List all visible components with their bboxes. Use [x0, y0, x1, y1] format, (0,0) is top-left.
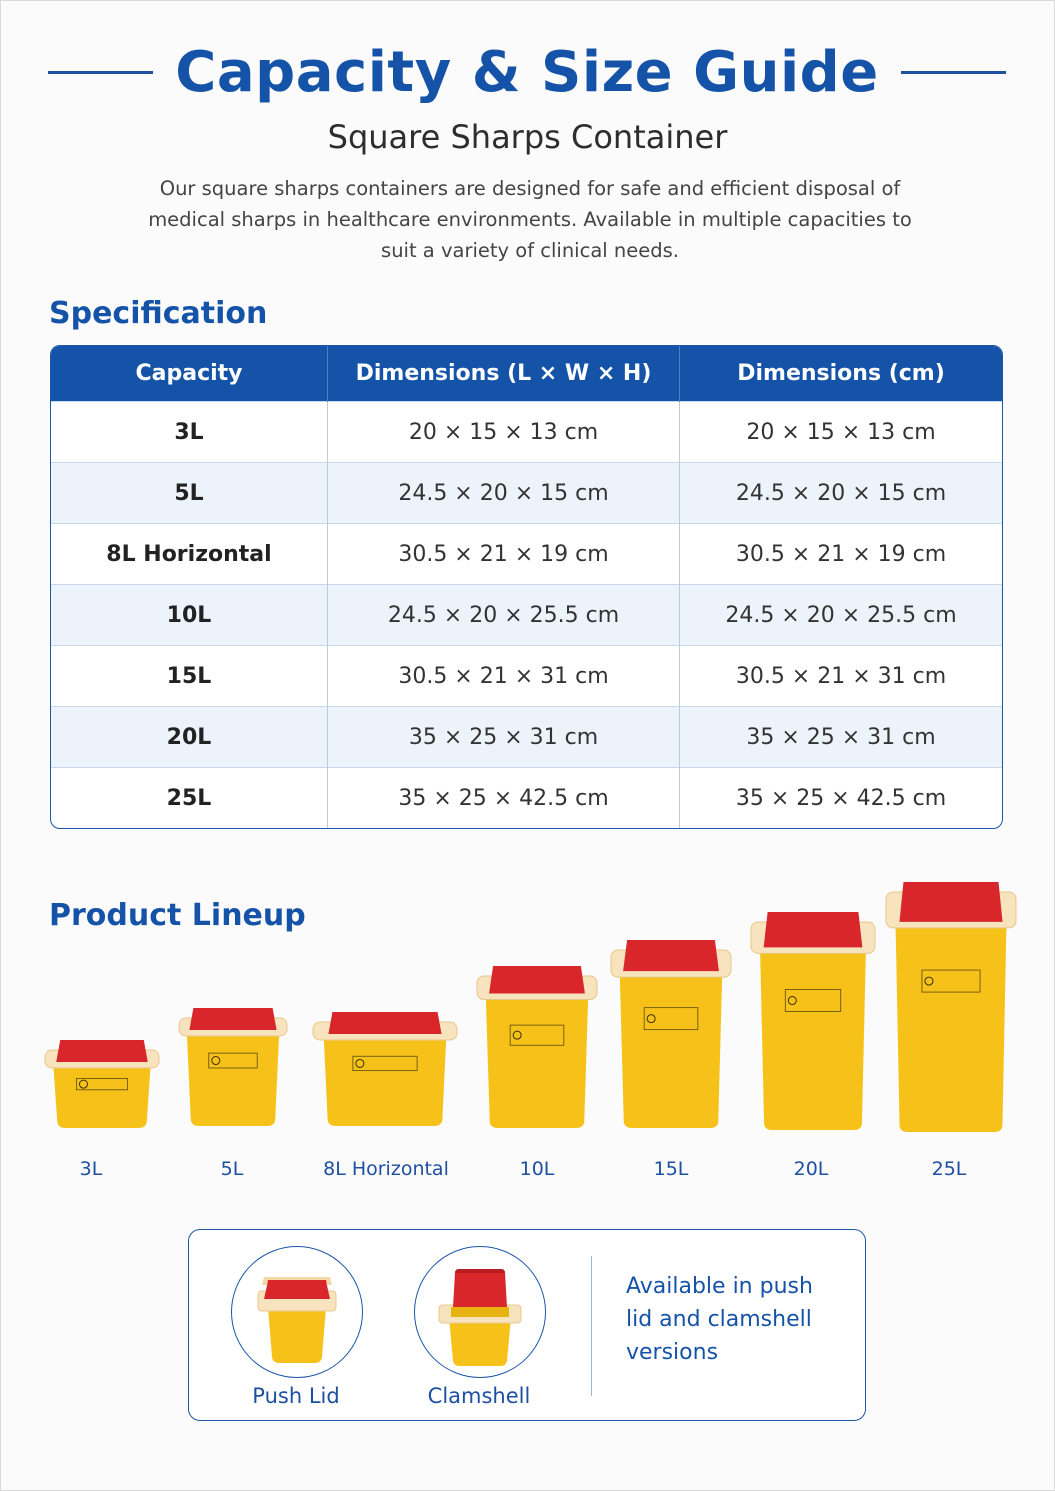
dimensions-lwh-cell: 24.5 × 20 × 15 cm [327, 462, 680, 524]
sharps-container-5l [178, 1008, 288, 1126]
dimensions-cm-cell: 30.5 × 21 × 19 cm [679, 523, 1002, 585]
product-lineup-heading: Product Lineup [49, 898, 306, 933]
table-row: 15L 30.5 × 21 × 31 cm 30.5 × 21 × 31 cm [51, 645, 1002, 707]
options-divider [591, 1256, 592, 1396]
table-row: 20L 35 × 25 × 31 cm 35 × 25 × 31 cm [51, 706, 1002, 768]
biohazard-label-icon [643, 1007, 699, 1031]
dimensions-lwh-cell: 30.5 × 21 × 19 cm [327, 523, 680, 585]
push-lid-container-icon [257, 1277, 337, 1363]
red-lid-icon [623, 940, 719, 972]
dimensions-lwh-cell: 30.5 × 21 × 31 cm [327, 645, 680, 707]
biohazard-label-icon [76, 1078, 128, 1091]
column-header-capacity: Capacity [51, 346, 328, 402]
product-label-25l: 25L [931, 1158, 967, 1180]
capacity-cell: 8L Horizontal [51, 523, 328, 585]
red-lid-icon [328, 1012, 442, 1034]
dimensions-cm-cell: 30.5 × 21 × 31 cm [679, 645, 1002, 707]
lid-options-box: Push Lid Clamshell Available in push lid… [188, 1229, 866, 1421]
container-body [895, 923, 1007, 1132]
clamshell-image [414, 1246, 546, 1378]
container-body [323, 1036, 447, 1126]
table-row: 25L 35 × 25 × 42.5 cm 35 × 25 × 42.5 cm [51, 767, 1002, 828]
biohazard-label-icon [208, 1052, 258, 1069]
clamshell-label: Clamshell [427, 1384, 531, 1408]
intro-paragraph: Our square sharps containers are designe… [148, 177, 912, 262]
table-row: 10L 24.5 × 20 × 25.5 cm 24.5 × 20 × 25.5… [51, 584, 1002, 646]
availability-note: Available in push lid and clamshell vers… [626, 1274, 813, 1365]
red-lid-icon [899, 882, 1003, 922]
table-row: 5L 24.5 × 20 × 15 cm 24.5 × 20 × 15 cm [51, 462, 1002, 524]
sharps-container-15l [610, 940, 732, 1128]
biohazard-symbol-icon [924, 976, 934, 986]
capacity-cell: 15L [51, 645, 328, 707]
dimensions-cm-cell: 24.5 × 20 × 25.5 cm [679, 584, 1002, 646]
dimensions-cm-cell: 35 × 25 × 42.5 cm [679, 767, 1002, 828]
product-label-3l: 3L [79, 1158, 103, 1180]
biohazard-symbol-icon [787, 996, 797, 1006]
push-lid-image [231, 1246, 363, 1378]
biohazard-symbol-icon [355, 1058, 365, 1068]
dimensions-cm-cell: 35 × 25 × 31 cm [679, 706, 1002, 768]
specification-table: Capacity Dimensions (L × W × H) Dimensio… [50, 345, 1003, 829]
product-label-5l: 5L [220, 1158, 244, 1180]
dimensions-lwh-cell: 35 × 25 × 42.5 cm [327, 767, 680, 828]
biohazard-symbol-icon [211, 1056, 221, 1066]
biohazard-symbol-icon [78, 1079, 88, 1089]
biohazard-label-icon [921, 969, 981, 993]
dimensions-lwh-cell: 35 × 25 × 31 cm [327, 706, 680, 768]
biohazard-symbol-icon [646, 1014, 656, 1024]
dimensions-cm-cell: 24.5 × 20 × 15 cm [679, 462, 1002, 524]
dimensions-lwh-cell: 24.5 × 20 × 25.5 cm [327, 584, 680, 646]
title-rule-left [48, 70, 154, 74]
red-lid-icon [56, 1040, 148, 1062]
sharps-container-8l-horizontal [312, 1012, 458, 1126]
capacity-cell: 3L [51, 401, 328, 463]
container-body [485, 995, 589, 1128]
column-header-dimensions-lwh: Dimensions (L × W × H) [327, 346, 680, 402]
product-label-10l: 10L [519, 1158, 555, 1180]
capacity-cell: 20L [51, 706, 328, 768]
table-row: 8L Horizontal 30.5 × 21 × 19 cm 30.5 × 2… [51, 523, 1002, 585]
container-body [186, 1032, 280, 1126]
table-header-row: Capacity Dimensions (L × W × H) Dimensio… [51, 346, 1002, 402]
capacity-cell: 10L [51, 584, 328, 646]
biohazard-label-icon [784, 989, 842, 1012]
capacity-cell: 5L [51, 462, 328, 524]
biohazard-label-icon [352, 1055, 418, 1072]
column-header-dimensions-cm: Dimensions (cm) [679, 346, 1002, 402]
table-row: 3L 20 × 15 × 13 cm 20 × 15 × 13 cm [51, 401, 1002, 463]
title-rule-right [900, 70, 1007, 74]
dimensions-lwh-cell: 20 × 15 × 13 cm [327, 401, 680, 463]
specification-heading: Specification [49, 296, 268, 331]
push-lid-label: Push Lid [252, 1384, 340, 1408]
product-label-20l: 20L [793, 1158, 829, 1180]
red-lid-icon [189, 1008, 277, 1030]
title-row: Capacity & Size Guide [48, 32, 1007, 112]
sharps-container-3l [44, 1040, 160, 1128]
sharps-container-25l [885, 882, 1017, 1132]
dimensions-cm-cell: 20 × 15 × 13 cm [679, 401, 1002, 463]
red-lid-icon [489, 966, 585, 994]
product-label-8l-horizontal: 8L Horizontal [323, 1158, 449, 1180]
sharps-container-20l [750, 912, 876, 1130]
container-body [53, 1064, 151, 1128]
container-body [760, 949, 866, 1130]
clamshell-container-icon [438, 1269, 522, 1366]
biohazard-symbol-icon [512, 1030, 522, 1040]
page-title: Capacity & Size Guide [175, 39, 879, 105]
capacity-cell: 25L [51, 767, 328, 828]
container-body [619, 973, 723, 1128]
biohazard-label-icon [509, 1024, 565, 1046]
product-label-15l: 15L [653, 1158, 689, 1180]
red-lid-icon [763, 912, 863, 948]
sharps-container-10l [476, 966, 598, 1128]
page-subtitle: Square Sharps Container [327, 118, 728, 156]
